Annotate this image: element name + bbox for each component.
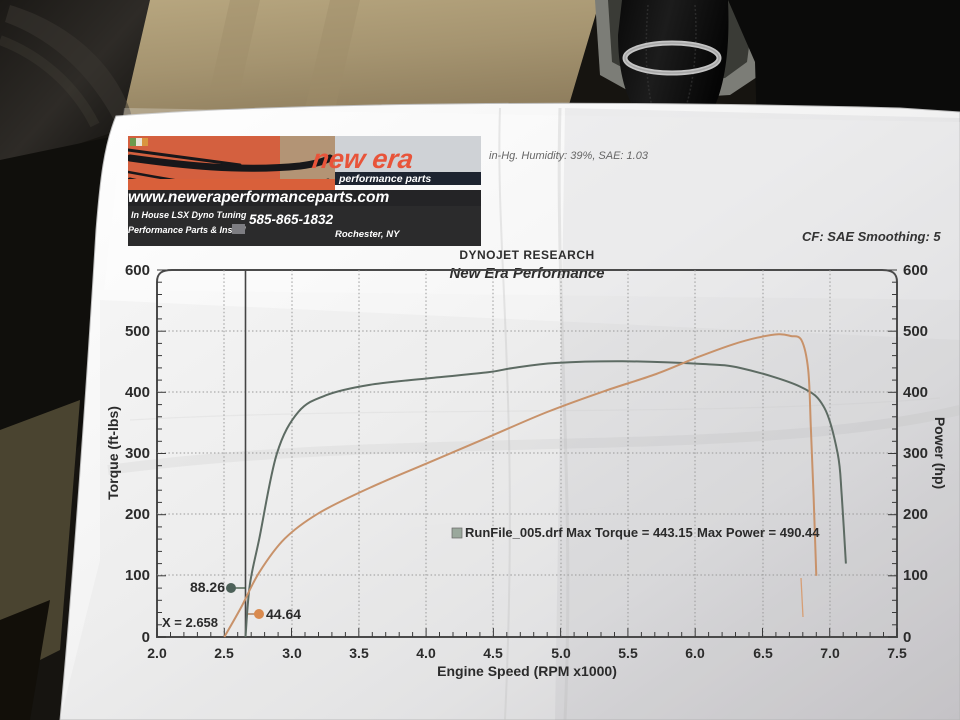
svg-text:CF: SAE Smoothing: 5: CF: SAE Smoothing: 5 xyxy=(802,229,941,244)
svg-text:in-Hg. Humidity: 39%, SAE: 1.: in-Hg. Humidity: 39%, SAE: 1.03 xyxy=(489,150,649,162)
svg-text:100: 100 xyxy=(125,567,150,584)
svg-text:6.0: 6.0 xyxy=(685,645,705,661)
svg-text:Rochester, NY: Rochester, NY xyxy=(335,229,401,240)
svg-text:5.0: 5.0 xyxy=(551,645,571,661)
svg-text:0: 0 xyxy=(903,629,911,646)
svg-text:6.5: 6.5 xyxy=(753,645,773,661)
svg-text:3.0: 3.0 xyxy=(282,645,302,661)
svg-text:600: 600 xyxy=(903,262,928,279)
svg-text:New Era Performance: New Era Performance xyxy=(449,265,604,282)
svg-text:300: 300 xyxy=(125,445,150,462)
svg-text:DYNOJET RESEARCH: DYNOJET RESEARCH xyxy=(459,248,594,262)
svg-text:Max Power = 490.44: Max Power = 490.44 xyxy=(697,525,820,540)
svg-text:7.5: 7.5 xyxy=(887,645,907,661)
svg-text:300: 300 xyxy=(903,445,928,462)
svg-text:100: 100 xyxy=(903,567,928,584)
svg-text:400: 400 xyxy=(903,384,928,401)
svg-text:0: 0 xyxy=(142,629,150,646)
svg-text:500: 500 xyxy=(903,323,928,340)
svg-text:In House LSX Dyno Tuning: In House LSX Dyno Tuning xyxy=(131,210,247,220)
svg-text:400: 400 xyxy=(125,384,150,401)
svg-text:2.0: 2.0 xyxy=(147,645,167,661)
svg-text:Power (hp): Power (hp) xyxy=(932,417,948,489)
svg-text:new era: new era xyxy=(311,143,416,174)
svg-text:5.5: 5.5 xyxy=(618,645,638,661)
svg-text:performance parts: performance parts xyxy=(338,173,431,185)
svg-text:200: 200 xyxy=(125,506,150,523)
svg-text:7.0: 7.0 xyxy=(820,645,840,661)
svg-text:200: 200 xyxy=(903,506,928,523)
svg-text:500: 500 xyxy=(125,323,150,340)
svg-text:2.5: 2.5 xyxy=(214,645,234,661)
svg-text:4.5: 4.5 xyxy=(483,645,503,661)
svg-text:RunFile_005.drf Max Torque = 4: RunFile_005.drf Max Torque = 443.15 xyxy=(465,525,693,540)
svg-text:X = 2.658: X = 2.658 xyxy=(162,615,218,630)
svg-text:3.5: 3.5 xyxy=(349,645,369,661)
svg-text:Engine Speed (RPM x1000): Engine Speed (RPM x1000) xyxy=(437,663,617,679)
svg-text:4.0: 4.0 xyxy=(416,645,436,661)
svg-text:88.26: 88.26 xyxy=(190,579,225,595)
svg-text:www.neweraperformanceparts.com: www.neweraperformanceparts.com xyxy=(128,189,390,206)
svg-text:585-865-1832: 585-865-1832 xyxy=(249,212,334,227)
svg-text:44.64: 44.64 xyxy=(266,606,301,622)
svg-text:Performance Parts & Install: Performance Parts & Install xyxy=(128,225,246,235)
svg-text:600: 600 xyxy=(125,262,150,279)
svg-text:Torque (ft-lbs): Torque (ft-lbs) xyxy=(105,406,121,500)
